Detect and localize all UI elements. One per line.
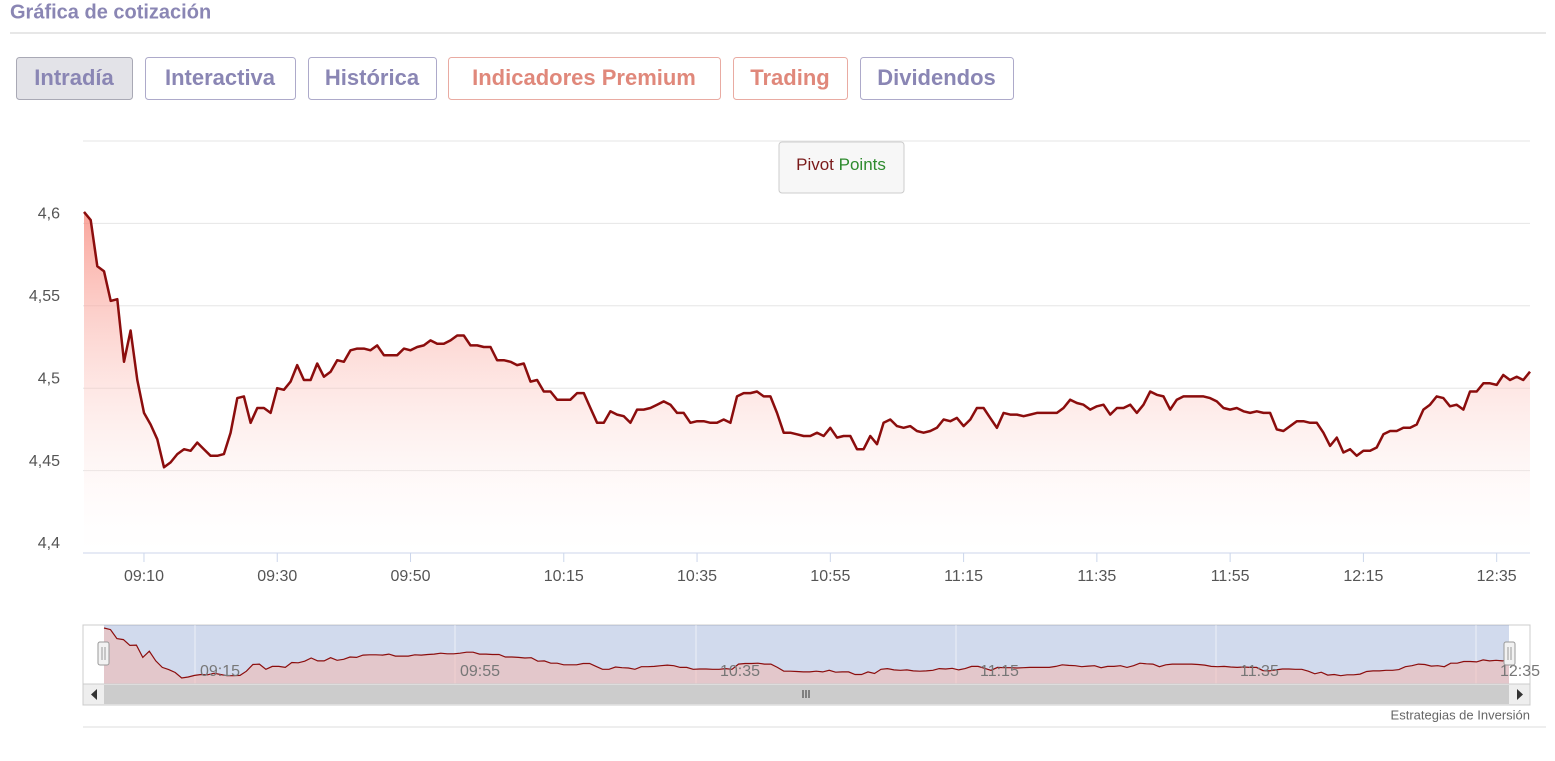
plot-area: 4,4 4,45 4,5 4,55 4,6 09:10 09:30 09:50 10:15 10:… <box>29 140 1531 585</box>
tab-label[interactable]: Trading <box>750 65 829 90</box>
section-title: Gráfica de cotización <box>10 1 211 23</box>
navigator-label: 09:15 <box>200 663 240 680</box>
tab-label[interactable]: Intradía <box>34 65 114 90</box>
x-tick-label: 11:15 <box>944 568 983 585</box>
navigator: 09:15 09:55 10:35 11:15 11:35 12:35 <box>82 624 1540 685</box>
navigator-label: 09:55 <box>460 663 500 680</box>
pivot-button[interactable]: Pivot Points <box>778 141 905 194</box>
tab-box[interactable] <box>733 57 848 100</box>
x-tick-label: 10:55 <box>810 568 850 585</box>
tab[interactable]: Interactiva <box>145 57 296 100</box>
navigator-area <box>104 628 1509 684</box>
y-tick-label: 4,5 <box>38 370 60 387</box>
scroll-grip <box>802 690 810 698</box>
navigator-label: 11:15 <box>980 663 1019 680</box>
x-tick-label: 10:35 <box>677 568 717 585</box>
tab-label[interactable]: Histórica <box>325 65 420 90</box>
x-tick-label: 12:35 <box>1477 568 1517 585</box>
tab-label[interactable]: Indicadores Premium <box>472 65 696 90</box>
tab-label[interactable]: Dividendos <box>877 65 996 90</box>
y-tick-label: 4,4 <box>38 535 60 552</box>
tab[interactable]: Dividendos <box>860 57 1014 100</box>
scrollbar[interactable] <box>82 683 1531 706</box>
x-tick-label: 09:50 <box>390 568 430 585</box>
x-tick-label: 12:15 <box>1343 568 1383 585</box>
x-tick-label: 09:10 <box>124 568 164 585</box>
navigator-line <box>103 627 1510 679</box>
x-tick-label: 10:15 <box>544 568 584 585</box>
y-tick-label: 4,45 <box>29 453 60 470</box>
tab[interactable]: Trading <box>733 57 848 100</box>
navigator-label: 12:35 <box>1500 663 1540 680</box>
pivot-label[interactable]: Pivot Points <box>796 155 886 174</box>
area-fill <box>84 211 1530 553</box>
price-line <box>83 211 1531 469</box>
x-tick-label: 09:30 <box>257 568 297 585</box>
x-tick-label: 11:55 <box>1211 568 1250 585</box>
tab-box[interactable] <box>308 57 437 100</box>
scroll-right-arrow[interactable] <box>1517 689 1523 700</box>
tab-box[interactable] <box>860 57 1014 100</box>
y-tick-label: 4,6 <box>38 206 60 223</box>
tab-label[interactable]: Interactiva <box>165 65 276 90</box>
y-tick-label: 4,55 <box>29 288 60 305</box>
tab-box[interactable] <box>448 57 721 100</box>
navigator-label: 11:35 <box>1240 663 1279 680</box>
tab[interactable]: Intradía <box>16 57 133 100</box>
tab-bar: Intradía Interactiva Histórica Indicadores … <box>16 57 1014 100</box>
x-tick-label: 11:35 <box>1077 568 1116 585</box>
tab-box[interactable] <box>16 57 133 100</box>
navigator-label: 10:35 <box>720 663 760 680</box>
navigator-handles[interactable] <box>97 641 1516 666</box>
points-word[interactable]: Points <box>839 155 886 174</box>
tab[interactable]: Indicadores Premium <box>448 57 721 100</box>
pivot-word[interactable]: Pivot <box>796 155 834 174</box>
scroll-left-arrow[interactable] <box>91 689 97 700</box>
tab[interactable]: Histórica <box>308 57 437 100</box>
tab-box[interactable] <box>145 57 296 100</box>
credit[interactable]: Estrategias de Inversión <box>1391 707 1530 722</box>
